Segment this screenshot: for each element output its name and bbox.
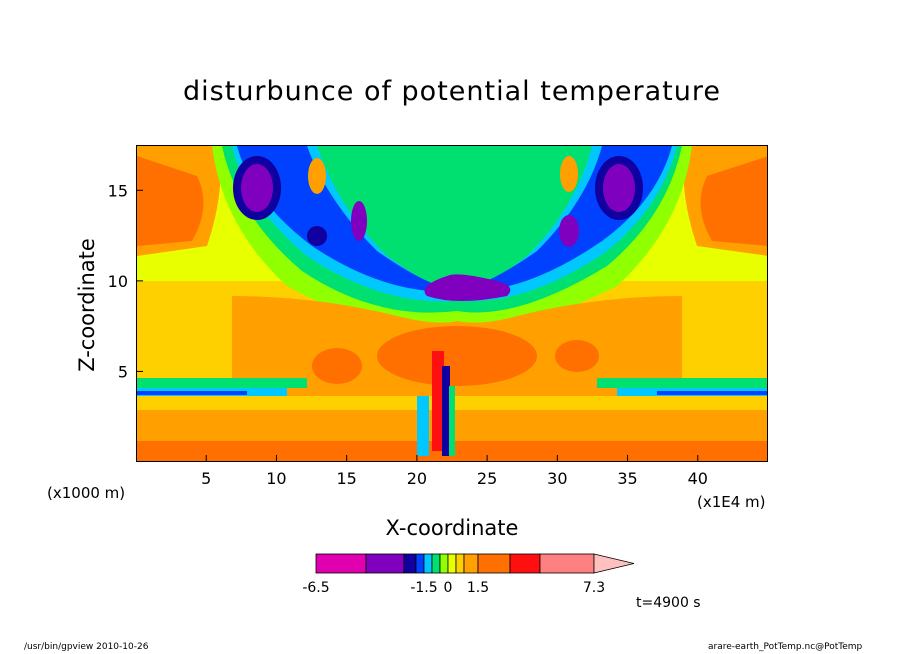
colorbar-label-0: -6.5 xyxy=(302,580,330,596)
x-tick-label-3: 20 xyxy=(407,469,427,488)
colorbar-segment-11 xyxy=(509,553,541,574)
colorbar-segment-7 xyxy=(447,553,457,574)
colorbar-label-3: 1.5 xyxy=(466,580,490,596)
x-tick-label-5: 30 xyxy=(547,469,567,488)
colorbar-segment-0 xyxy=(315,553,367,574)
colorbar-segment-4 xyxy=(423,553,433,574)
colorbar-label-1: -1.5 xyxy=(410,580,438,596)
x-tick-label-2: 15 xyxy=(336,469,356,488)
contour-field xyxy=(137,146,767,461)
y-tick-label-1: 10 xyxy=(108,272,128,291)
x-tick-label-4: 25 xyxy=(477,469,497,488)
colorbar-segment-2 xyxy=(403,553,417,574)
x-unit-left: (x1000 m) xyxy=(47,484,126,502)
colorbar-segment-12 xyxy=(539,553,595,574)
colorbar-segment-9 xyxy=(463,553,479,574)
colorbar-label-4: 7.3 xyxy=(582,580,606,596)
colorbar-segment-3 xyxy=(415,553,425,574)
colorbar-segment-8 xyxy=(455,553,465,574)
x-tick-label-0: 5 xyxy=(201,469,211,488)
colorbar-segment-10 xyxy=(477,553,511,574)
footer-right: arare-earth_PotTemp.nc@PotTemp xyxy=(708,642,863,652)
chart-title: disturbunce of potential temperature xyxy=(183,76,721,107)
x-tick-label-1: 10 xyxy=(266,469,286,488)
x-tick-label-7: 40 xyxy=(688,469,708,488)
colorbar-label-2: 0 xyxy=(443,580,453,596)
time-annotation: t=4900 s xyxy=(636,595,701,611)
colorbar-segment-5 xyxy=(431,553,441,574)
x-unit-right: (x1E4 m) xyxy=(697,493,766,511)
colorbar-segment-1 xyxy=(365,553,405,574)
footer-left: /usr/bin/gpview 2010-10-26 xyxy=(24,642,149,652)
colorbar-extend-arrow xyxy=(593,553,635,574)
x-axis-label: X-coordinate xyxy=(385,516,519,540)
plot-area xyxy=(136,145,768,462)
y-tick-label-0: 5 xyxy=(118,362,128,381)
x-tick-label-6: 35 xyxy=(617,469,637,488)
colorbar-segment-6 xyxy=(439,553,449,574)
y-tick-label-2: 15 xyxy=(108,181,128,200)
